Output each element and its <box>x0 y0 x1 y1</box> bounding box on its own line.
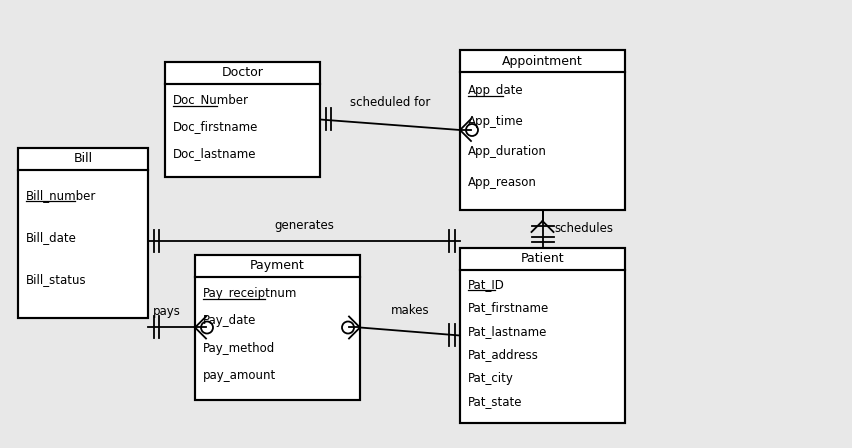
Text: Pay_date: Pay_date <box>203 314 256 327</box>
Bar <box>165 62 320 177</box>
Text: Appointment: Appointment <box>502 55 583 68</box>
Text: App_date: App_date <box>468 84 524 97</box>
Text: Pat_state: Pat_state <box>468 395 522 408</box>
Text: Doc_lastname: Doc_lastname <box>173 146 256 159</box>
Text: Pat_address: Pat_address <box>468 348 538 361</box>
Bar <box>18 148 148 318</box>
Bar <box>460 50 625 210</box>
Text: App_duration: App_duration <box>468 145 547 158</box>
Text: pays: pays <box>153 305 181 318</box>
Text: Pay_receiptnum: Pay_receiptnum <box>203 287 297 300</box>
Text: Pay_method: Pay_method <box>203 341 275 354</box>
Text: Doc_firstname: Doc_firstname <box>173 120 258 133</box>
Text: Pat_ID: Pat_ID <box>468 278 505 291</box>
Text: Pat_firstname: Pat_firstname <box>468 301 550 314</box>
Text: Patient: Patient <box>521 253 564 266</box>
Text: Pat_city: Pat_city <box>468 372 514 385</box>
Text: App_time: App_time <box>468 115 524 128</box>
Text: pay_amount: pay_amount <box>203 369 276 382</box>
Text: Bill_date: Bill_date <box>26 231 77 244</box>
Text: App_reason: App_reason <box>468 176 537 189</box>
Text: Doc_Number: Doc_Number <box>173 94 249 107</box>
Text: scheduled for: scheduled for <box>350 96 430 109</box>
Text: Bill_number: Bill_number <box>26 189 96 202</box>
Text: generates: generates <box>274 219 334 232</box>
Text: makes: makes <box>391 305 429 318</box>
Bar <box>460 248 625 423</box>
Text: schedules: schedules <box>555 223 613 236</box>
Text: Payment: Payment <box>250 259 305 272</box>
Text: Bill: Bill <box>73 152 93 165</box>
Bar <box>195 255 360 400</box>
Text: Pat_lastname: Pat_lastname <box>468 325 547 338</box>
Text: Bill_status: Bill_status <box>26 273 87 286</box>
Text: Doctor: Doctor <box>222 66 263 79</box>
